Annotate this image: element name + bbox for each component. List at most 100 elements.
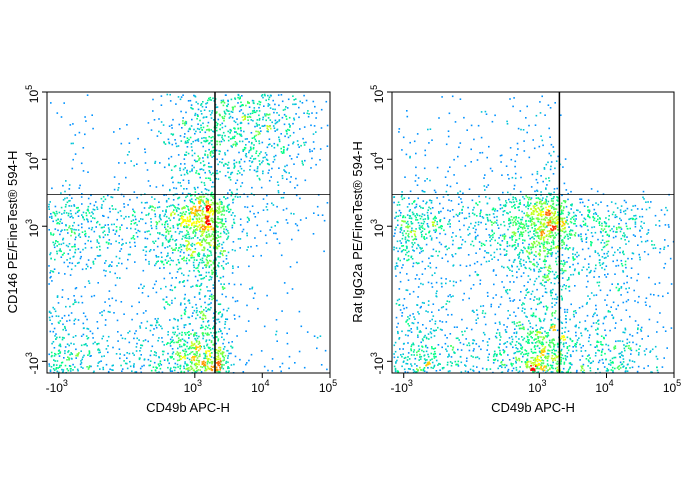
event-dot (180, 174, 183, 176)
event-dot (195, 351, 198, 353)
event-dot (421, 247, 423, 249)
event-dot (573, 315, 575, 318)
event-dot (197, 255, 199, 257)
event-dot (565, 244, 568, 247)
event-dot (269, 119, 272, 121)
event-dot (438, 211, 440, 213)
event-dot (172, 194, 175, 196)
event-dot (184, 313, 186, 316)
event-dot (609, 329, 611, 332)
event-dot (195, 303, 197, 306)
event-dot (186, 137, 189, 139)
event-dot (397, 356, 399, 358)
event-dot (150, 221, 152, 223)
event-dot (203, 364, 205, 367)
event-dot (469, 368, 472, 371)
event-dot (172, 225, 174, 227)
event-dot (499, 336, 502, 338)
event-dot (424, 149, 426, 152)
event-dot (161, 371, 164, 374)
event-dot (179, 98, 182, 101)
event-dot (466, 129, 468, 131)
event-dot (198, 159, 200, 161)
event-dot (84, 242, 87, 245)
event-dot (521, 210, 523, 213)
event-dot (171, 370, 174, 372)
event-dot (165, 285, 167, 288)
x-tick-label: 105 (319, 378, 337, 395)
event-dot (565, 315, 567, 317)
event-dot (189, 353, 191, 355)
event-dot (216, 111, 218, 113)
event-dot (183, 280, 185, 282)
event-dot (196, 160, 199, 163)
event-dot (232, 212, 234, 214)
event-dot (65, 203, 67, 206)
event-dot (405, 289, 408, 291)
event-dot (416, 247, 418, 250)
event-dot (171, 302, 173, 304)
event-dot (595, 202, 597, 204)
event-dot (198, 361, 200, 364)
event-dot (222, 138, 224, 140)
event-dot (200, 243, 202, 246)
event-dot (250, 245, 252, 248)
event-dot (65, 180, 67, 182)
event-dot (195, 348, 197, 351)
event-dot (191, 245, 193, 247)
event-dot (204, 153, 206, 156)
event-dot (295, 177, 297, 180)
event-dot (184, 153, 186, 156)
event-dot (199, 298, 201, 300)
event-dot (230, 214, 233, 216)
event-dot (441, 285, 443, 288)
event-dot (179, 251, 182, 253)
event-dot (57, 302, 60, 304)
event-dot (519, 299, 521, 301)
event-dot (129, 246, 132, 248)
event-dot (219, 371, 221, 373)
event-dot (529, 268, 532, 271)
event-dot (128, 352, 131, 355)
event-dot (169, 342, 171, 345)
event-dot (307, 110, 309, 112)
event-dot (208, 244, 211, 246)
event-dot (60, 192, 62, 194)
event-dot (207, 208, 209, 211)
event-dot (565, 189, 568, 191)
event-dot (220, 250, 222, 252)
event-dot (48, 283, 50, 285)
event-dot (211, 156, 213, 158)
event-dot (87, 259, 90, 261)
event-dot (225, 318, 227, 320)
event-dot (229, 176, 231, 179)
event-dot (397, 322, 399, 325)
event-dot (184, 234, 186, 237)
event-dot (499, 248, 501, 250)
event-dot (186, 363, 188, 366)
event-dot (635, 343, 638, 346)
event-dot (96, 208, 99, 210)
event-dot (125, 176, 127, 179)
event-dot (140, 371, 142, 374)
event-dot (480, 348, 482, 351)
event-dot (605, 222, 608, 225)
event-dot (245, 155, 248, 158)
event-dot (54, 360, 56, 362)
event-dot (234, 249, 236, 252)
event-dot (406, 115, 409, 118)
event-dot (255, 170, 258, 173)
event-dot (115, 230, 118, 233)
event-dot (174, 207, 177, 209)
event-dot (84, 247, 87, 249)
event-dot (193, 363, 196, 366)
event-dot (180, 345, 183, 348)
plot-frame-left (46, 91, 331, 374)
event-dot (393, 196, 396, 198)
event-dot (87, 210, 90, 212)
event-dot (110, 223, 113, 226)
event-dot (216, 275, 218, 278)
event-dot (68, 333, 70, 336)
event-dot (179, 355, 181, 357)
event-dot (109, 304, 111, 307)
